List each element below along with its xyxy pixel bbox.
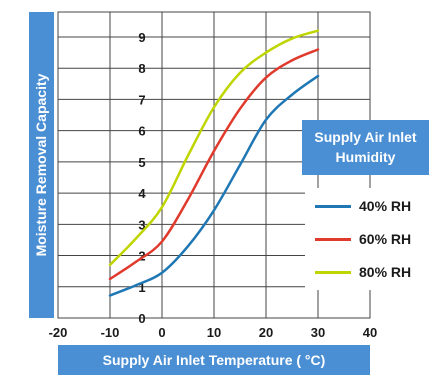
y-tick-label: 3 — [138, 217, 145, 232]
legend-title: Supply Air Inlet Humidity — [302, 120, 429, 175]
y-tick-label: 0 — [138, 311, 145, 326]
legend-swatch — [315, 271, 351, 274]
y-tick-label: 7 — [138, 92, 145, 107]
legend: 40% RH 60% RH 80% RH — [305, 188, 423, 290]
x-tick-label: 30 — [311, 325, 325, 340]
series-line-3 — [108, 29, 320, 267]
x-tick-label: 10 — [207, 325, 221, 340]
x-tick-labels: -20 -10 0 10 20 30 40 — [49, 325, 378, 340]
legend-label: 60% RH — [359, 231, 412, 247]
legend-item: 80% RH — [305, 262, 423, 282]
y-tick-labels: 0 1 2 3 4 5 6 7 8 9 — [138, 30, 146, 326]
legend-swatch — [315, 238, 351, 241]
series-line-1 — [108, 74, 320, 297]
legend-label: 40% RH — [359, 198, 412, 214]
legend-item: 60% RH — [305, 229, 423, 249]
y-tick-label: 2 — [138, 249, 145, 264]
legend-item: 40% RH — [305, 196, 423, 216]
y-tick-label: 9 — [138, 30, 145, 45]
y-axis-title: Moisture Removal Capacity — [33, 73, 49, 257]
y-tick-label: 8 — [138, 61, 145, 76]
legend-title-text: Supply Air Inlet Humidity — [314, 129, 417, 165]
x-axis-title: Supply Air Inlet Temperature ( °C) — [58, 345, 370, 375]
series-line-2 — [108, 48, 320, 281]
y-axis-title-box — [29, 12, 54, 318]
x-tick-label: 20 — [259, 325, 273, 340]
x-tick-label: 40 — [363, 325, 377, 340]
x-tick-label: -10 — [101, 325, 120, 340]
x-tick-label: -20 — [49, 325, 68, 340]
series-lines — [108, 29, 320, 297]
y-tick-label: 4 — [138, 186, 146, 201]
y-tick-label: 6 — [138, 124, 145, 139]
legend-swatch — [315, 205, 351, 208]
legend-label: 80% RH — [359, 264, 412, 280]
x-tick-label: 0 — [158, 325, 165, 340]
y-tick-label: 1 — [138, 280, 145, 295]
y-tick-label: 5 — [138, 155, 145, 170]
